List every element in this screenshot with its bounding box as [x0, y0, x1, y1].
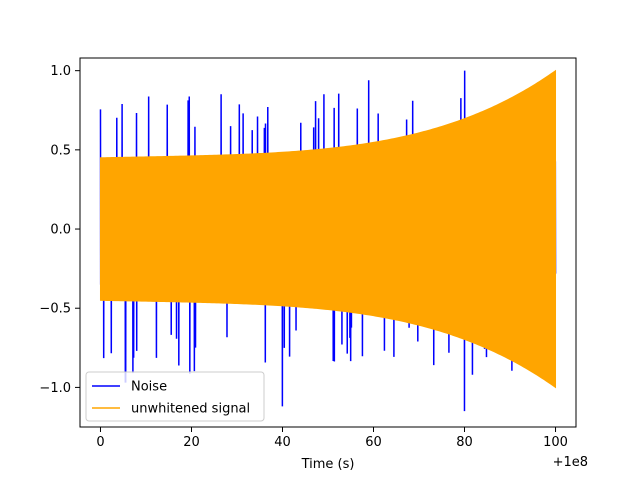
y-axis-ticks: −1.0 −0.5 0.0 0.5 1.0	[39, 64, 80, 396]
axes-frame	[79, 57, 577, 428]
y-tick-label: 0.5	[50, 143, 71, 158]
legend-box	[85, 371, 265, 422]
x-axis-label: Time (s)	[301, 457, 355, 472]
x-tick-label: 0	[96, 435, 104, 450]
series-line-unwhitened-signal	[99, 69, 557, 389]
x-tick-label: 20	[183, 435, 200, 450]
x-axis-ticks: 0 20 40 60 80 100	[96, 427, 568, 450]
y-tick-label: −1.0	[39, 381, 71, 396]
plot-area	[99, 69, 557, 412]
y-tick-label: 1.0	[50, 64, 71, 79]
y-tick-label: −0.5	[39, 302, 71, 317]
x-tick-label: 80	[456, 435, 473, 450]
x-tick-label: 100	[543, 435, 568, 450]
x-tick-label: 60	[365, 435, 382, 450]
legend-label-noise: Noise	[131, 380, 167, 395]
legend: Noise unwhitened signal	[85, 371, 265, 422]
x-axis-offset-label: +1e8	[553, 455, 588, 470]
x-tick-label: 40	[274, 435, 291, 450]
legend-label-unwhitened-signal: unwhitened signal	[131, 402, 250, 417]
y-tick-label: 0.0	[50, 223, 71, 238]
